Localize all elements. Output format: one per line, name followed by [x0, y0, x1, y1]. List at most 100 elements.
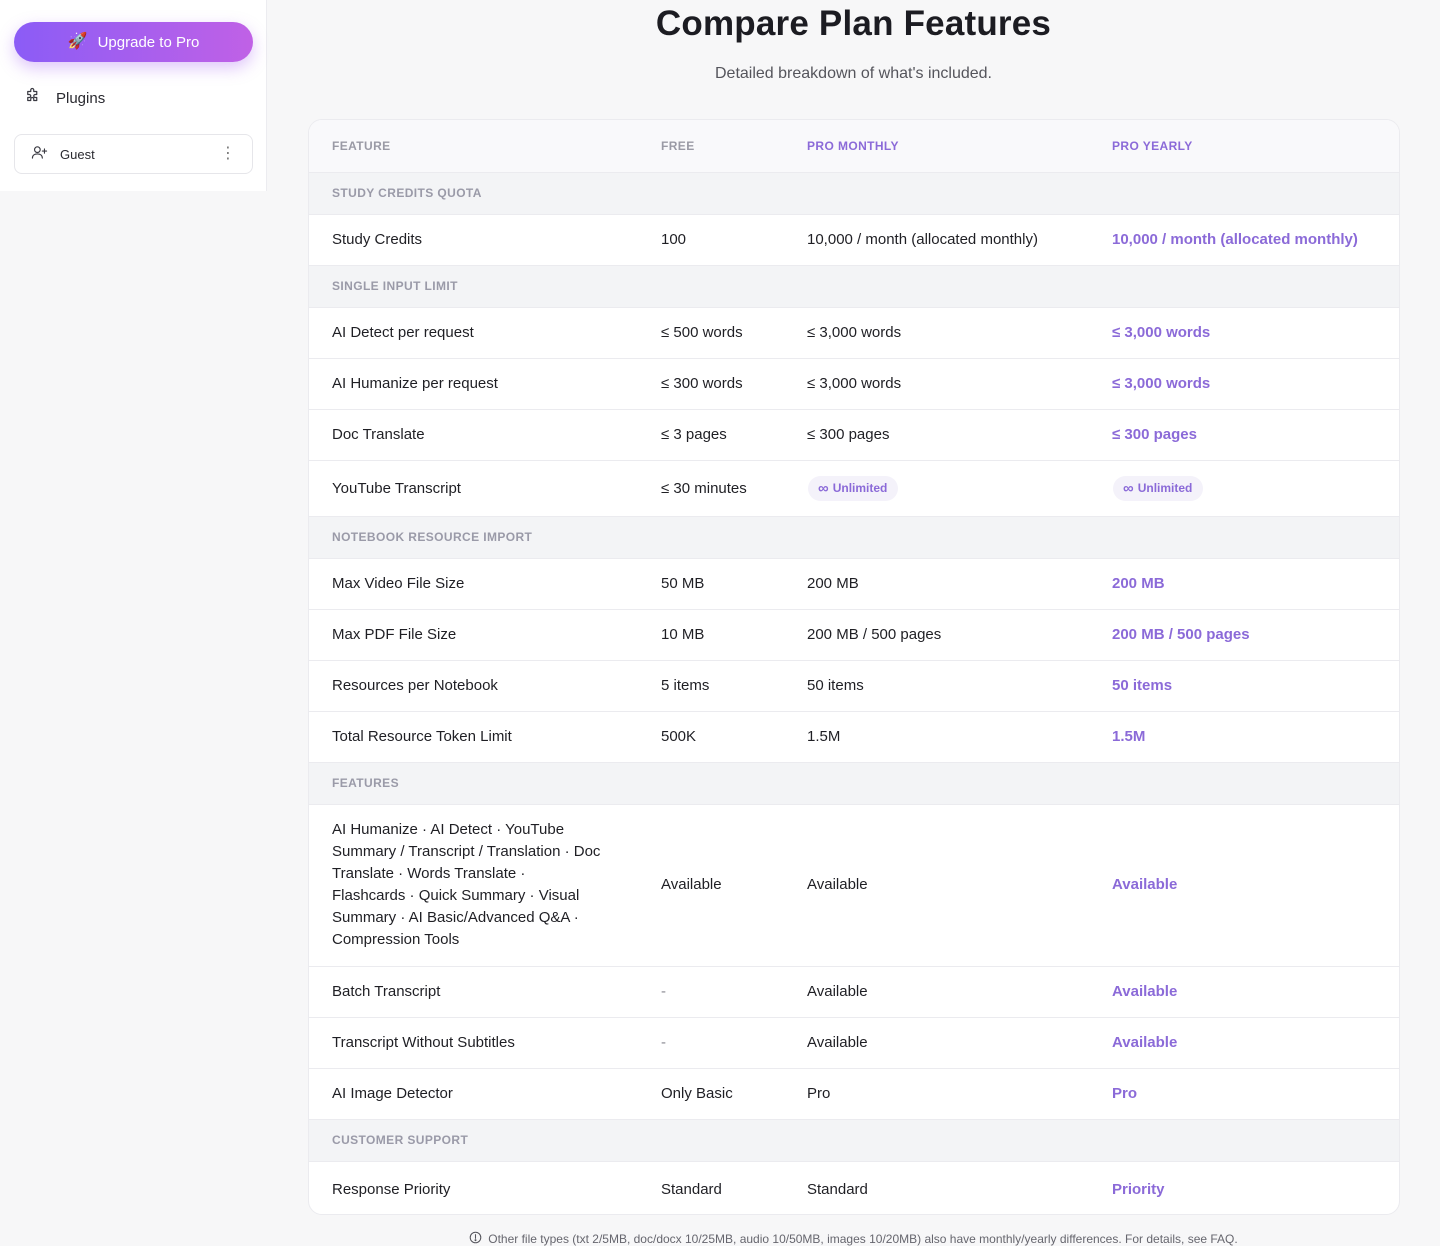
free-cell: 500K — [638, 711, 784, 763]
add-user-icon — [31, 144, 48, 164]
sidebar-item-plugins[interactable]: Plugins — [24, 84, 244, 112]
pro-monthly-cell: Available — [784, 1017, 1089, 1069]
footnote: Other file types (txt 2/5MB, doc/docx 10… — [267, 1231, 1440, 1246]
free-cell: ≤ 300 words — [638, 358, 784, 410]
feature-cell: Resources per Notebook — [309, 660, 638, 712]
plan-comparison-card: FEATURE FREE PRO MONTHLY PRO YEARLY STUD… — [308, 119, 1400, 1215]
section-header: CUSTOMER SUPPORT — [309, 1119, 1399, 1162]
pro-monthly-cell: Pro — [784, 1068, 1089, 1120]
feature-cell: Max PDF File Size — [309, 609, 638, 661]
feature-cell: AI Humanize · AI Detect · YouTube Summar… — [309, 804, 638, 967]
sidebar: 🚀 Upgrade to Pro Plugins Guest ⋮ — [0, 0, 267, 191]
free-cell: Only Basic — [638, 1068, 784, 1120]
upgrade-label: Upgrade to Pro — [97, 33, 200, 51]
table-row: AI Humanize per request ≤ 300 words ≤ 3,… — [309, 358, 1399, 410]
pro-yearly-cell: 10,000 / month (allocated monthly) — [1089, 214, 1399, 266]
plugins-label: Plugins — [56, 89, 106, 107]
infinity-icon: ∞ — [818, 479, 829, 497]
footnote-text: Other file types (txt 2/5MB, doc/docx 10… — [488, 1232, 1238, 1246]
pro-yearly-cell: ≤ 3,000 words — [1089, 358, 1399, 410]
section-title: CUSTOMER SUPPORT — [309, 1119, 1399, 1162]
pro-monthly-cell: Standard — [807, 1180, 868, 1198]
section-header: SINGLE INPUT LIMIT — [309, 265, 1399, 308]
free-cell: ≤ 3 pages — [638, 409, 784, 461]
pro-monthly-cell: Available — [784, 804, 1089, 967]
free-cell: 100 — [638, 214, 784, 266]
table-header-row: FEATURE FREE PRO MONTHLY PRO YEARLY — [309, 120, 1399, 173]
table-row: AI Humanize · AI Detect · YouTube Summar… — [309, 804, 1399, 967]
feature-cell: YouTube Transcript — [309, 460, 638, 517]
feature-cell: AI Humanize per request — [309, 358, 638, 410]
pro-monthly-cell: 10,000 / month (allocated monthly) — [784, 214, 1089, 266]
section-header: FEATURES — [309, 762, 1399, 805]
upgrade-to-pro-button[interactable]: 🚀 Upgrade to Pro — [14, 22, 253, 62]
pro-yearly-cell: 1.5M — [1089, 711, 1399, 763]
feature-cell: Max Video File Size — [309, 558, 638, 610]
table-row: Response Priority Standard Standard Prio… — [309, 1161, 1399, 1214]
plan-comparison-table: FEATURE FREE PRO MONTHLY PRO YEARLY STUD… — [309, 120, 1399, 1214]
free-cell: Standard — [661, 1180, 722, 1198]
free-cell: 5 items — [638, 660, 784, 712]
pro-monthly-cell: ≤ 3,000 words — [784, 358, 1089, 410]
pro-yearly-cell: 50 items — [1089, 660, 1399, 712]
page-title: Compare Plan Features — [655, 4, 1052, 43]
user-account-box[interactable]: Guest ⋮ — [14, 134, 253, 174]
free-cell: - — [638, 1017, 784, 1069]
table-row: YouTube Transcript ≤ 30 minutes ∞ Unlimi… — [309, 460, 1399, 517]
free-cell: Available — [638, 804, 784, 967]
pro-yearly-cell: Available — [1089, 804, 1399, 967]
pro-monthly-cell: ≤ 300 pages — [784, 409, 1089, 461]
unlimited-label: Unlimited — [1137, 481, 1193, 495]
free-cell: 50 MB — [638, 558, 784, 610]
unlimited-badge: ∞ Unlimited — [808, 475, 899, 501]
pro-yearly-cell: ≤ 300 pages — [1089, 409, 1399, 461]
pro-yearly-cell: Available — [1089, 1017, 1399, 1069]
info-icon — [469, 1231, 482, 1246]
more-options-icon[interactable]: ⋮ — [220, 145, 236, 162]
pro-yearly-cell: Pro — [1089, 1068, 1399, 1120]
pro-yearly-cell: 200 MB / 500 pages — [1089, 609, 1399, 661]
section-title: STUDY CREDITS QUOTA — [309, 172, 1399, 215]
pro-monthly-cell: 200 MB — [784, 558, 1089, 610]
pro-yearly-cell: Priority — [1112, 1180, 1165, 1198]
feature-cell: Transcript Without Subtitles — [309, 1017, 638, 1069]
table-row: Doc Translate ≤ 3 pages ≤ 300 pages ≤ 30… — [309, 409, 1399, 461]
column-header-free: FREE — [638, 120, 784, 173]
column-header-feature: FEATURE — [309, 120, 638, 173]
table-row: Total Resource Token Limit 500K 1.5M 1.5… — [309, 711, 1399, 763]
pro-yearly-cell: Available — [1089, 966, 1399, 1018]
section-header: STUDY CREDITS QUOTA — [309, 172, 1399, 215]
section-title: FEATURES — [309, 762, 1399, 805]
section-title: NOTEBOOK RESOURCE IMPORT — [309, 516, 1399, 559]
pro-monthly-cell: ∞ Unlimited — [784, 460, 1089, 517]
feature-cell: AI Detect per request — [309, 307, 638, 359]
table-row: Max PDF File Size 10 MB 200 MB / 500 pag… — [309, 609, 1399, 661]
free-cell: ≤ 30 minutes — [638, 460, 784, 517]
table-row: Max Video File Size 50 MB 200 MB 200 MB — [309, 558, 1399, 610]
table-row: Transcript Without Subtitles - Available… — [309, 1017, 1399, 1069]
unlimited-label: Unlimited — [832, 481, 888, 495]
section-header: NOTEBOOK RESOURCE IMPORT — [309, 516, 1399, 559]
feature-cell: Response Priority — [332, 1180, 451, 1198]
user-name: Guest — [60, 146, 95, 162]
table-row: AI Image Detector Only Basic Pro Pro — [309, 1068, 1399, 1120]
pro-monthly-cell: ≤ 3,000 words — [784, 307, 1089, 359]
free-cell: - — [638, 966, 784, 1018]
table-row: Study Credits 100 10,000 / month (alloca… — [309, 214, 1399, 266]
table-row: Batch Transcript - Available Available — [309, 966, 1399, 1018]
pro-monthly-cell: 200 MB / 500 pages — [784, 609, 1089, 661]
free-cell: ≤ 500 words — [638, 307, 784, 359]
pro-monthly-cell: 1.5M — [784, 711, 1089, 763]
free-cell: 10 MB — [638, 609, 784, 661]
column-header-pro-monthly: PRO MONTHLY — [784, 120, 1089, 173]
column-header-pro-yearly: PRO YEARLY — [1089, 120, 1399, 173]
pro-yearly-cell: ∞ Unlimited — [1089, 460, 1399, 517]
feature-cell: Study Credits — [309, 214, 638, 266]
section-title: SINGLE INPUT LIMIT — [309, 265, 1399, 308]
feature-cell: Batch Transcript — [309, 966, 638, 1018]
pro-monthly-cell: Available — [784, 966, 1089, 1018]
feature-cell: Total Resource Token Limit — [309, 711, 638, 763]
feature-cell: AI Image Detector — [309, 1068, 638, 1120]
puzzle-icon — [24, 87, 42, 109]
page-subtitle: Detailed breakdown of what's included. — [715, 65, 992, 82]
